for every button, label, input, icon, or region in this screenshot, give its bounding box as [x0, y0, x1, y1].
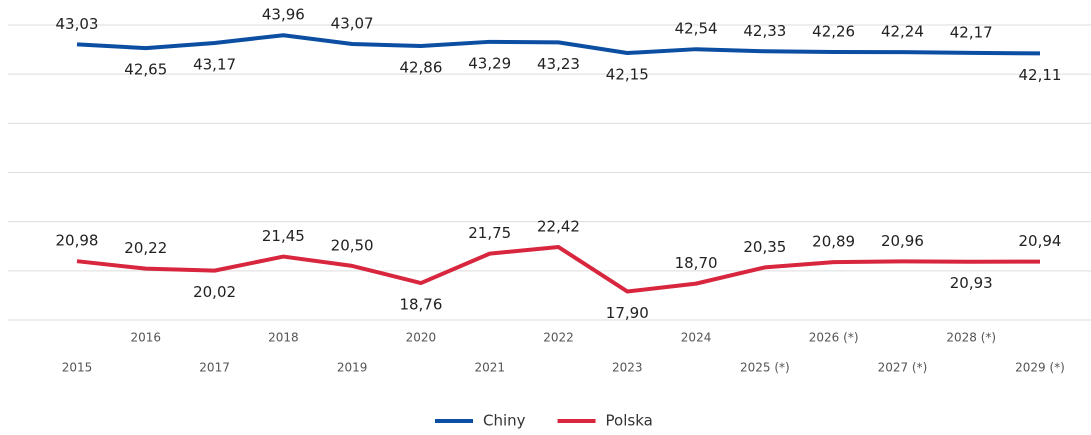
- data-label: 43,03: [56, 15, 99, 33]
- data-label: 42,54: [675, 20, 718, 38]
- data-label: 20,22: [124, 239, 167, 257]
- x-tick-label: 2024: [681, 331, 712, 345]
- data-label: 20,96: [881, 232, 924, 250]
- x-tick-label: 2021: [474, 361, 505, 375]
- data-label: 20,02: [193, 283, 236, 301]
- x-tick-label: 2019: [337, 361, 368, 375]
- legend-label: Polska: [606, 412, 653, 430]
- x-tick-label: 2020: [406, 331, 437, 345]
- x-tick-label: 2016: [131, 331, 162, 345]
- x-tick-label: 2025 (*): [740, 361, 790, 375]
- data-label: 17,90: [606, 304, 649, 322]
- legend-label: Chiny: [483, 412, 526, 430]
- data-label: 43,29: [468, 54, 511, 72]
- x-tick-label: 2029 (*): [1015, 361, 1065, 375]
- data-label: 20,93: [950, 274, 993, 292]
- data-label: 42,33: [743, 22, 786, 40]
- x-tick-label: 2017: [199, 361, 230, 375]
- x-tick-label: 2022: [543, 331, 574, 345]
- data-label: 18,76: [399, 296, 442, 314]
- line: [76, 245, 1041, 294]
- data-label: 21,75: [468, 224, 511, 242]
- x-tick-label: 2023: [612, 361, 643, 375]
- line: [76, 33, 1041, 56]
- x-tick-label: 2026 (*): [809, 331, 859, 345]
- data-label: 20,35: [743, 238, 786, 256]
- data-label: 20,98: [56, 232, 99, 250]
- x-tick-label: 2018: [268, 331, 299, 345]
- x-tick-label: 2027 (*): [878, 361, 928, 375]
- data-label: 42,65: [124, 61, 167, 79]
- data-label: 43,07: [331, 14, 374, 32]
- data-label: 42,24: [881, 23, 924, 41]
- data-label: 42,26: [812, 22, 855, 40]
- data-label: 22,42: [537, 218, 580, 236]
- data-label: 18,70: [675, 254, 718, 272]
- data-label: 42,15: [606, 66, 649, 84]
- data-label: 42,86: [399, 59, 442, 77]
- data-label: 20,94: [1019, 232, 1062, 250]
- data-label: 43,96: [262, 6, 305, 24]
- data-label: 43,17: [193, 55, 236, 73]
- data-label: 20,89: [812, 233, 855, 251]
- data-label: 42,17: [950, 23, 993, 41]
- x-tick-label: 2015: [62, 361, 93, 375]
- data-label: 20,50: [331, 236, 374, 254]
- x-tick-label: 2028 (*): [946, 331, 996, 345]
- data-label: 21,45: [262, 227, 305, 245]
- data-label: 42,11: [1019, 66, 1062, 84]
- data-label: 43,23: [537, 55, 580, 73]
